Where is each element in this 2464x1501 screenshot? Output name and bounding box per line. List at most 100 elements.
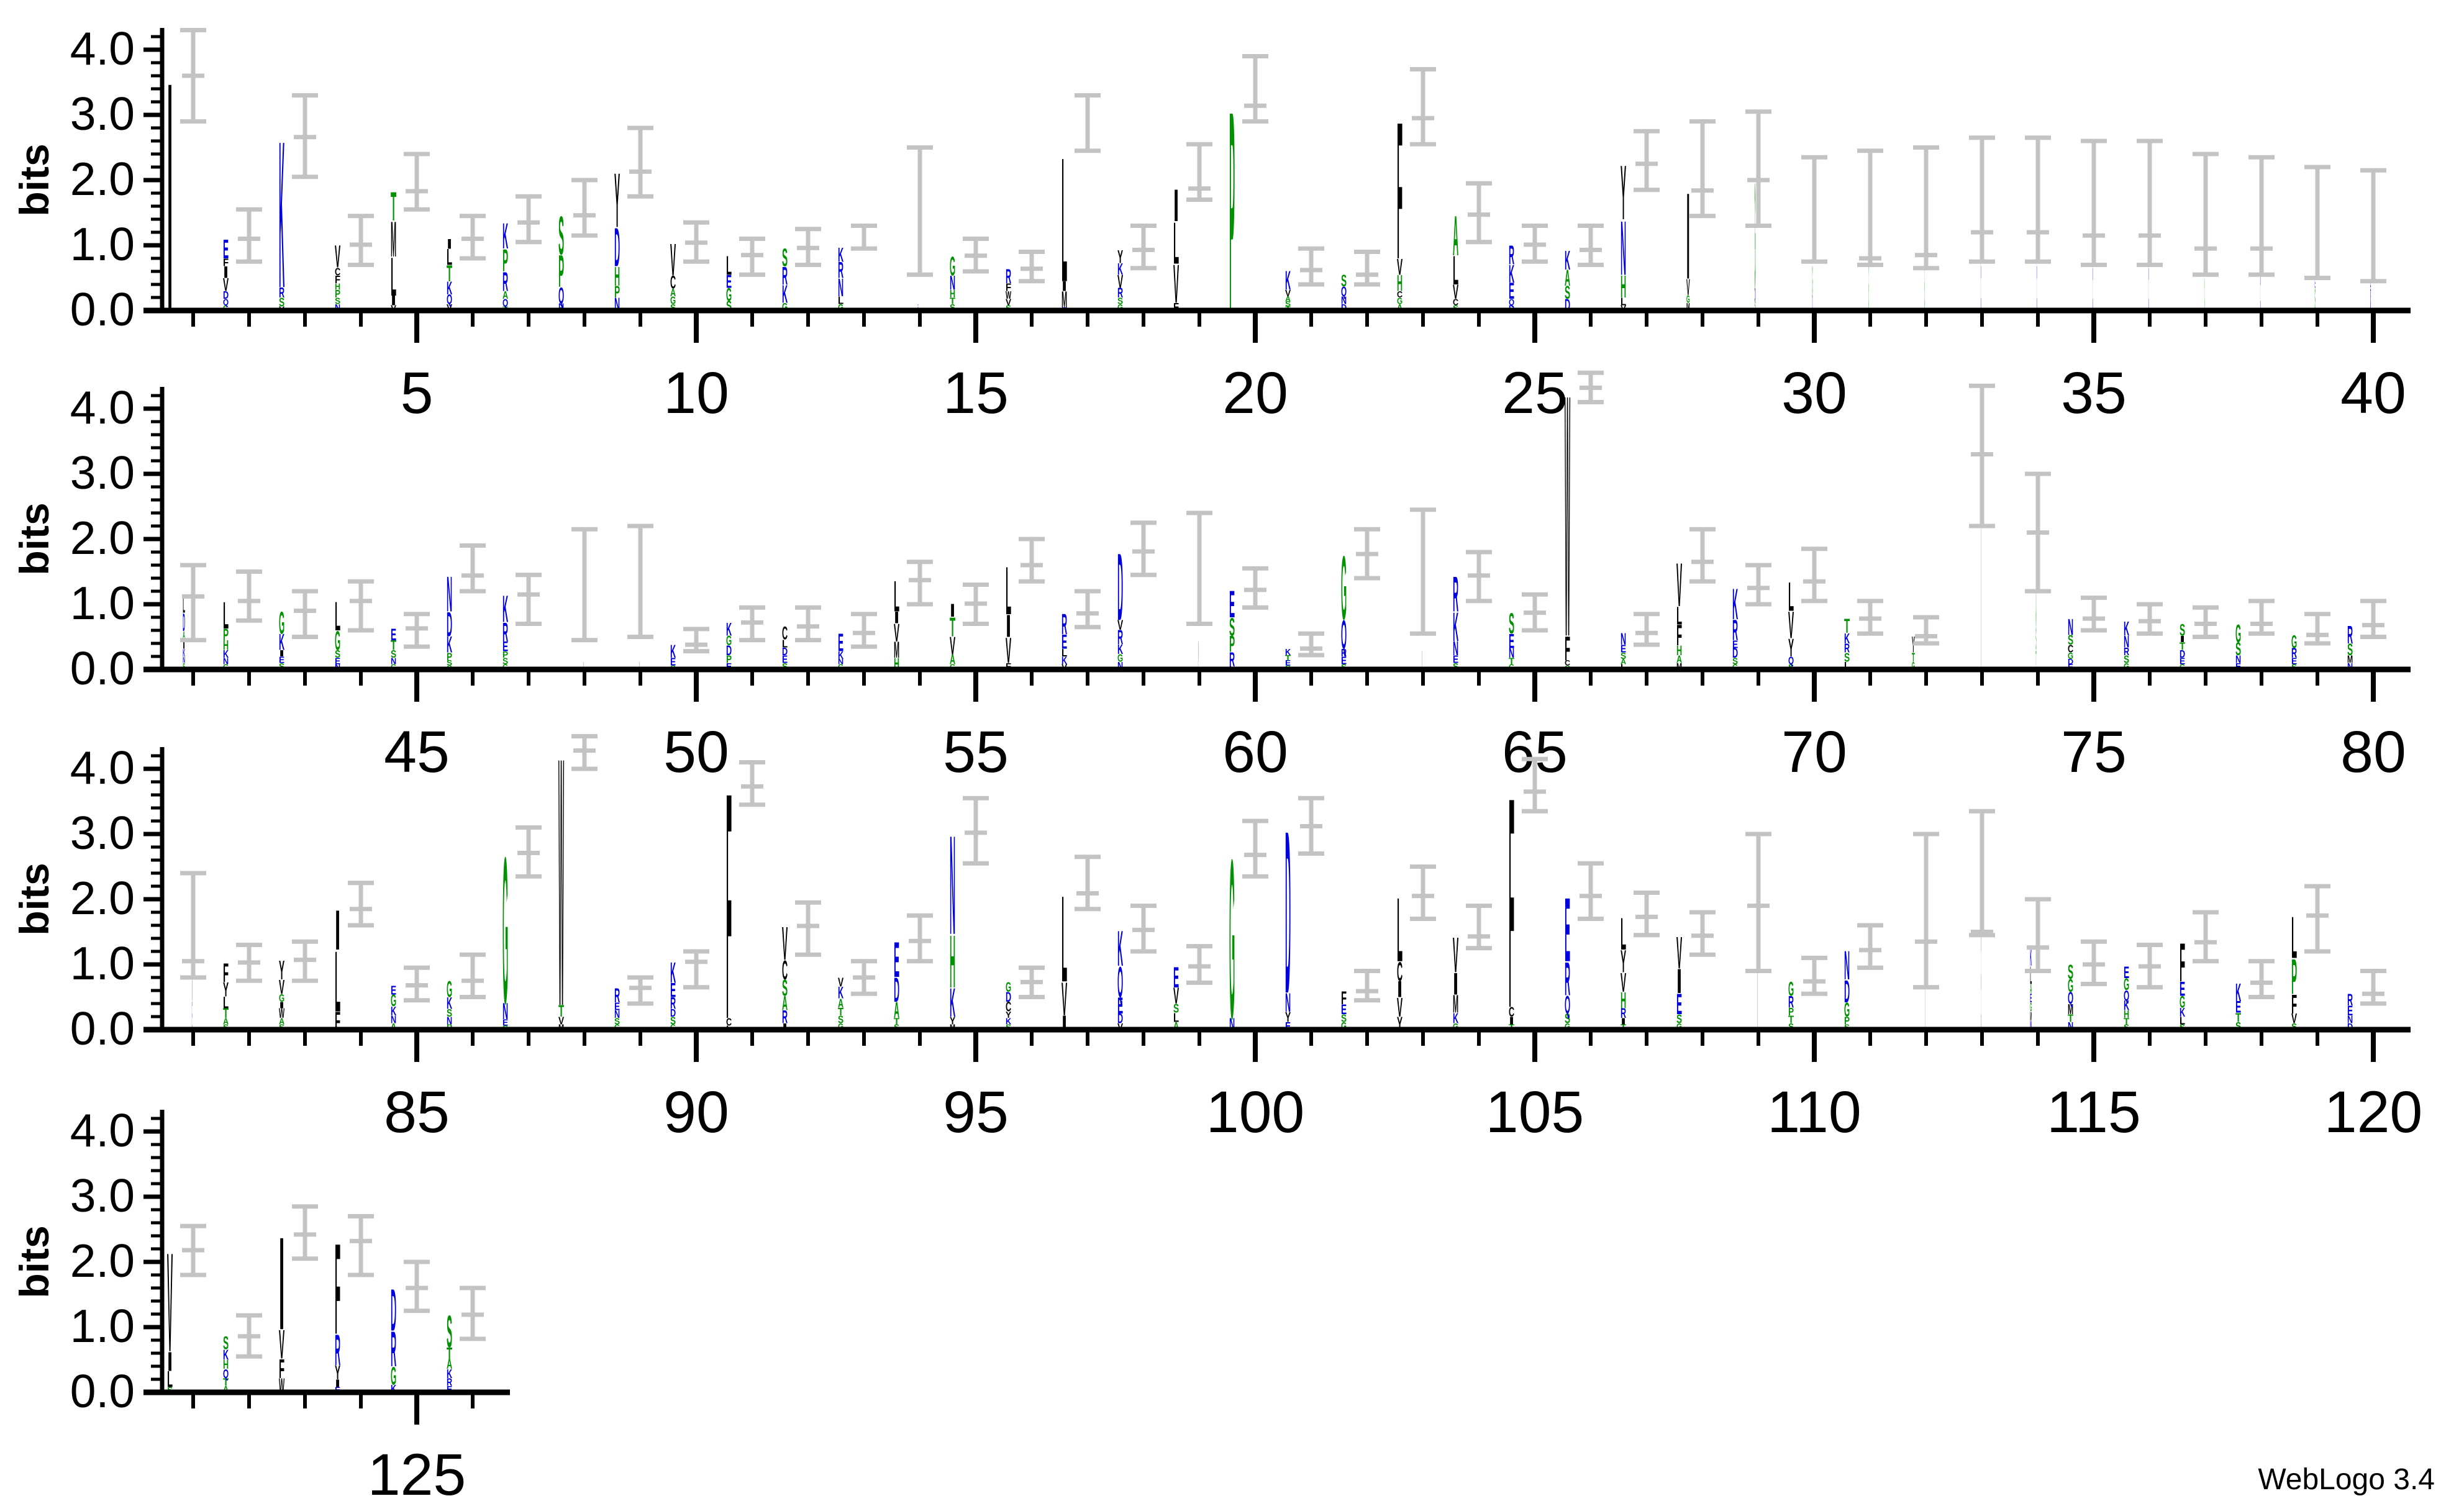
logo-letter-101-E: E bbox=[1285, 1020, 1291, 1032]
logo-letter-41-L: L bbox=[183, 592, 185, 618]
xtick-label-115: 115 bbox=[2047, 1079, 2140, 1145]
logo-letter-114-N: N bbox=[2030, 1019, 2032, 1033]
logo-letter-89-N: N bbox=[614, 1009, 620, 1021]
logo-letter-96-D: D bbox=[1006, 989, 1011, 1005]
error-bar-43 bbox=[292, 589, 318, 639]
logo-letter-44-S: S bbox=[335, 649, 340, 661]
logo-letter-89-S: S bbox=[614, 1017, 620, 1027]
logo-letter-42-P: P bbox=[223, 626, 229, 644]
logo-letter-77-D: D bbox=[2180, 648, 2185, 661]
logo-letter-117-F: F bbox=[2180, 933, 2185, 994]
logo-letter-82-T: T bbox=[223, 1005, 229, 1021]
logo-letter-96-Y: Y bbox=[1006, 1010, 1012, 1021]
error-bar-119 bbox=[2304, 884, 2330, 954]
logo-letter-83-I: I bbox=[279, 1000, 284, 1010]
logo-letter-23-H: H bbox=[1397, 270, 1402, 296]
logo-letter-92-V: V bbox=[782, 917, 788, 970]
logo-letter-28-M: M bbox=[1686, 301, 1690, 313]
xtick-label-80: 80 bbox=[2340, 719, 2406, 785]
logo-letter-53-N: N bbox=[838, 658, 843, 666]
logo-letter-106-G: G bbox=[1565, 1022, 1570, 1032]
logo-letter-60-R: R bbox=[1229, 649, 1235, 671]
logo-letter-70-L: L bbox=[1788, 575, 1794, 620]
ytick-label: 1.0 bbox=[70, 577, 135, 629]
logo-letter-85-E: E bbox=[391, 982, 396, 997]
logo-letter-21-K: K bbox=[1285, 265, 1291, 296]
logo-letter-65-S: S bbox=[1509, 608, 1514, 640]
y-axis-title: bits bbox=[11, 143, 57, 216]
error-bar-86 bbox=[460, 952, 486, 999]
logo-letter-6-Q: Q bbox=[447, 292, 452, 307]
error-bar-17 bbox=[1075, 93, 1101, 153]
logo-letter-12-K: K bbox=[782, 280, 788, 309]
logo-letter-6-T: T bbox=[447, 261, 452, 286]
error-bar-49 bbox=[627, 524, 653, 639]
logo-letter-47-E: E bbox=[502, 638, 508, 654]
logo-letter-124-I: I bbox=[335, 1377, 340, 1390]
logo-letter-2-V: V bbox=[223, 274, 229, 295]
logo-letter-106-Q: Q bbox=[1565, 991, 1570, 1019]
logo-letter-44-G: G bbox=[335, 625, 340, 656]
logo-letter-93-G: G bbox=[838, 1022, 843, 1032]
logo-letter-78-N: N bbox=[2235, 654, 2241, 666]
logo-letter-85-K: K bbox=[391, 1004, 397, 1018]
logo-letter-62-E: E bbox=[1341, 655, 1347, 667]
logo-letter-12-S: S bbox=[782, 243, 788, 272]
logo-letter-94-A: A bbox=[894, 997, 899, 1023]
logo-letter-11-G: G bbox=[726, 284, 732, 305]
logo-letter-121-L: L bbox=[167, 1367, 173, 1392]
error-bar-96 bbox=[1019, 965, 1045, 999]
logo-letter-58-R: R bbox=[1117, 627, 1123, 649]
logo-letter-15-H: H bbox=[950, 288, 955, 301]
logo-letter-18-K: K bbox=[1117, 260, 1123, 278]
logo-letter-8-N: N bbox=[558, 303, 564, 309]
logo-letter-115-S: S bbox=[2068, 962, 2073, 984]
logo-letter-94-T: T bbox=[894, 1017, 899, 1027]
logo-letter-27-H: H bbox=[1621, 268, 1626, 304]
logo-letter-114-K: K bbox=[2030, 944, 2032, 972]
y-axis-title: bits bbox=[11, 502, 57, 575]
error-bar-123 bbox=[292, 1204, 318, 1261]
logo-letter-77-E: E bbox=[2180, 656, 2185, 667]
logo-letter-45-N: N bbox=[391, 656, 396, 666]
logo-letter-97-V: V bbox=[1062, 972, 1067, 1025]
logo-letter-77-T: T bbox=[2180, 640, 2185, 652]
logo-letter-6-L: L bbox=[447, 245, 452, 270]
logo-letter-40-E: E bbox=[2370, 279, 2371, 294]
error-bar-108 bbox=[1689, 910, 1716, 957]
error-bar-83 bbox=[292, 939, 318, 983]
logo-letter-123-F: F bbox=[279, 1353, 284, 1384]
logo-letter-13-L: L bbox=[838, 294, 843, 306]
logo-letter-26-S: S bbox=[1565, 282, 1570, 302]
error-bar-95 bbox=[963, 796, 989, 866]
logo-letter-19-L: L bbox=[1173, 211, 1179, 276]
logo-letter-125-G: G bbox=[391, 1363, 396, 1390]
error-bar-51 bbox=[739, 605, 765, 643]
logo-letter-99-S: S bbox=[1173, 1001, 1179, 1016]
logo-letter-83-A: A bbox=[279, 1017, 284, 1027]
logo-letter-54-L: L bbox=[894, 572, 899, 621]
logo-letter-107-L: L bbox=[1621, 909, 1626, 960]
logo-letter-15-T: T bbox=[950, 297, 955, 307]
logo-letter-120-N: N bbox=[2347, 1014, 2353, 1027]
logo-letter-60-P: P bbox=[1229, 632, 1235, 657]
logo-letter-57-K: K bbox=[1062, 655, 1067, 668]
logo-letter-46-P: P bbox=[447, 651, 452, 663]
error-bar-61 bbox=[1298, 631, 1324, 658]
logo-letter-110-G: G bbox=[1788, 978, 1794, 1000]
logo-letter-99-A: A bbox=[1173, 1020, 1179, 1033]
error-bar-101 bbox=[1298, 796, 1324, 856]
logo-letter-5-M: M bbox=[391, 212, 396, 268]
logo-letter-108-I: I bbox=[1676, 962, 1682, 1000]
logo-letter-102-F: F bbox=[1341, 988, 1347, 1009]
logo-letter-7-R: R bbox=[502, 266, 508, 297]
logo-letter-108-S: S bbox=[1676, 1012, 1682, 1027]
logo-letter-42-N: N bbox=[223, 656, 229, 666]
logo-letter-86-K: K bbox=[447, 994, 452, 1012]
logo-letter-120-R: R bbox=[2347, 991, 2353, 1009]
logo-letter-93-T: T bbox=[838, 1006, 843, 1018]
logo-letter-46-K: K bbox=[447, 632, 452, 657]
logo-letter-23-C: C bbox=[1397, 289, 1402, 299]
logo-letter-100-N: N bbox=[1229, 1015, 1235, 1033]
